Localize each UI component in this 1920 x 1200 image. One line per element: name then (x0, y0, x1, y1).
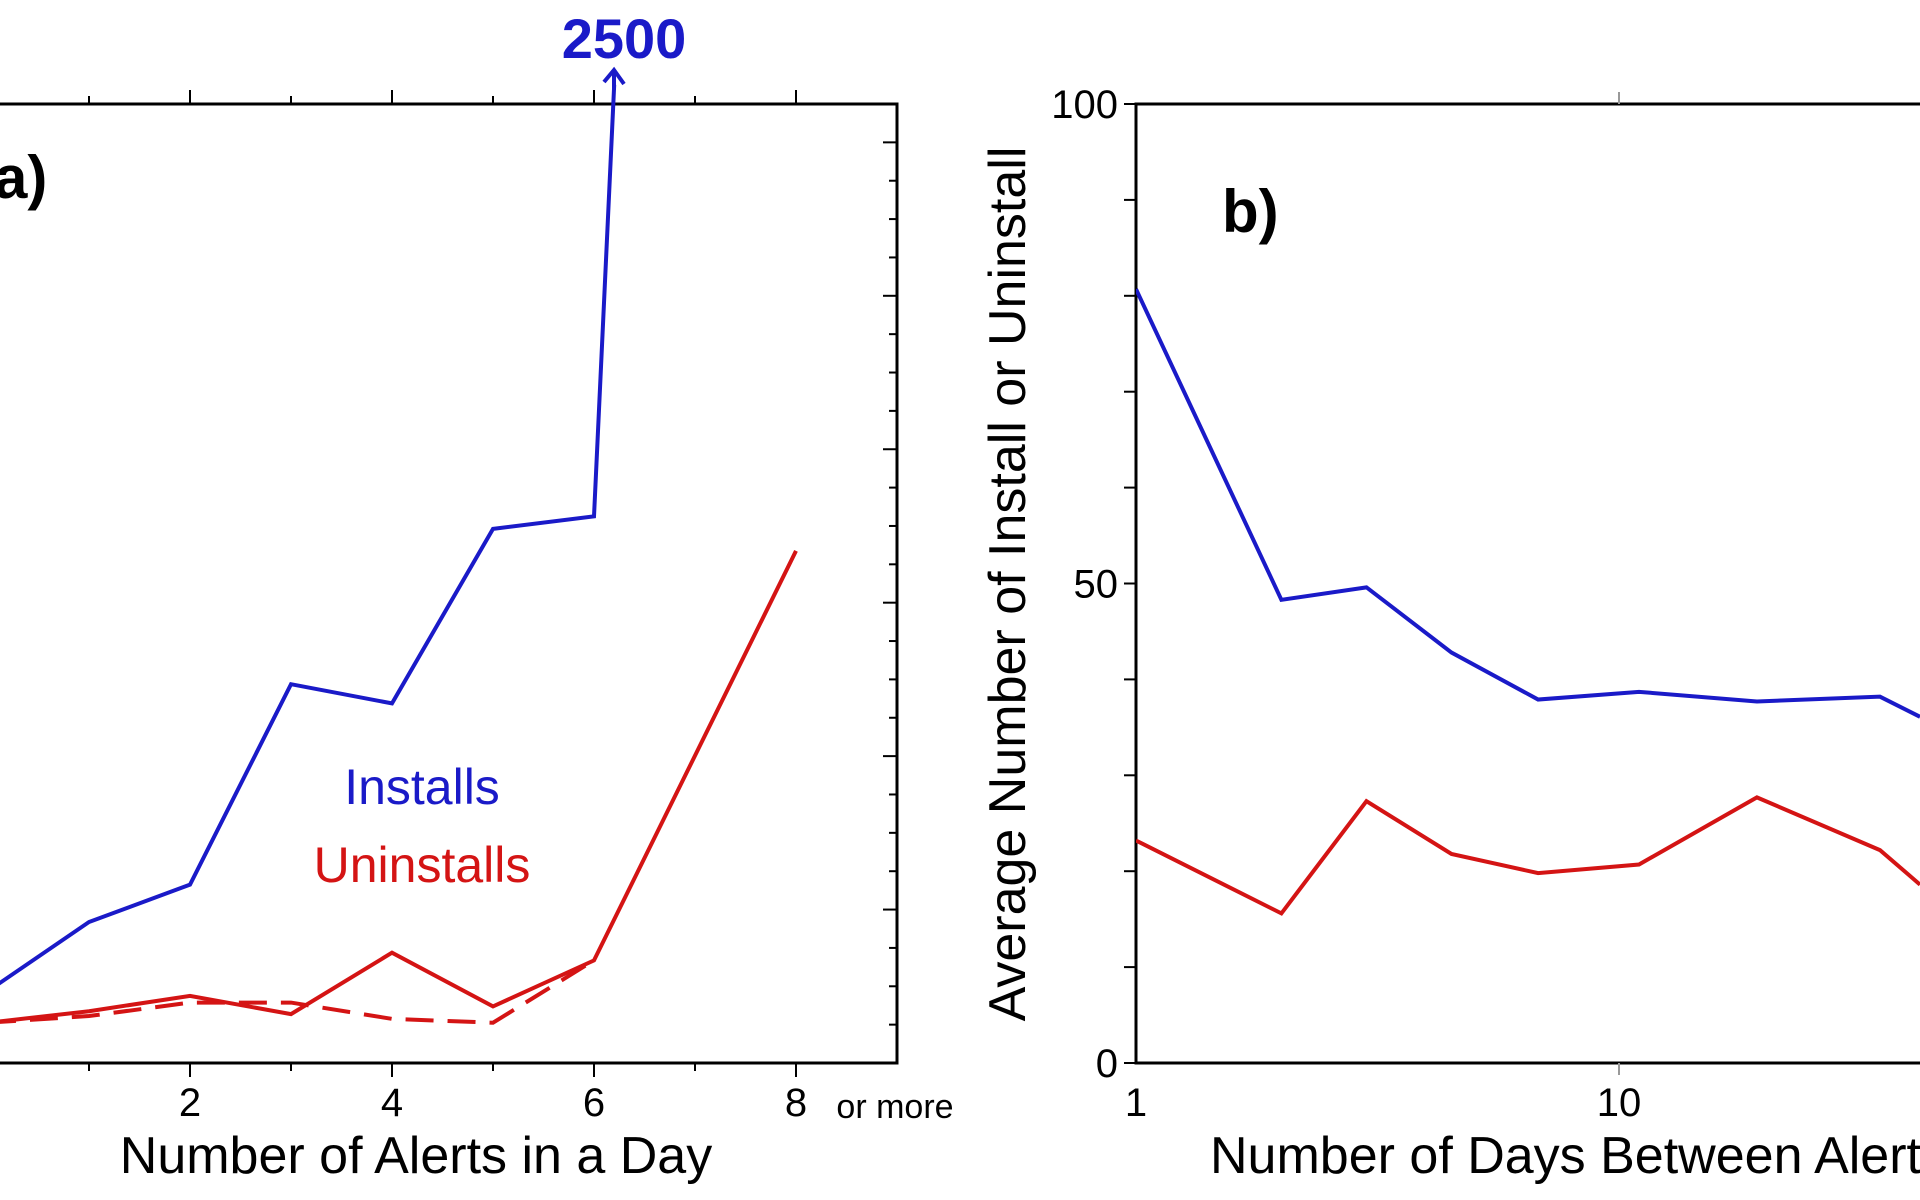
panel-b-label: b) (1222, 178, 1279, 245)
x-tick-label: 6 (583, 1081, 605, 1125)
x-tick-label: 1 (1125, 1081, 1147, 1125)
y-tick-label: 0 (1096, 1042, 1118, 1086)
x-tick-suffix: or more (836, 1088, 953, 1126)
legend-uninstalls: Uninstalls (314, 837, 531, 893)
x-tick-label: 4 (381, 1081, 403, 1125)
annotation-2500: 2500 (562, 7, 687, 70)
panel-a-x-tick-labels: 2 4 6 8 (179, 1081, 807, 1125)
panel-a: 2500 a) Installs Uninstalls 2 4 6 8 or more… (0, 7, 954, 1185)
y-tick-label: 100 (1051, 83, 1118, 127)
arrow-up-icon (602, 66, 626, 90)
panel-a-x-axis-title: Number of Alerts in a Day (120, 1127, 712, 1185)
panel-b-x-axis-title: Number of Days Between Alerts (1210, 1127, 1920, 1185)
series-line-uninstalls (0, 550, 798, 1024)
panel-a-series (0, 84, 798, 1025)
legend-installs: Installs (344, 759, 500, 815)
panel-a-frame (0, 102, 899, 1065)
series-line-installs (0, 84, 617, 986)
x-tick-label: 8 (785, 1081, 807, 1125)
series-line-uninstalls-dashed (0, 958, 596, 1025)
panel-b-y-axis-title: Average Number of Install or Uninstall (979, 147, 1037, 1022)
panel-a-label: a) (0, 144, 47, 211)
x-tick-label: 10 (1597, 1081, 1642, 1125)
y-tick-label: 50 (1074, 563, 1119, 607)
x-tick-label: 2 (179, 1081, 201, 1125)
panel-b-series (1136, 288, 1920, 916)
series-line-installs (1136, 288, 1920, 719)
panel-a-ticks (88, 90, 897, 1077)
series-line-uninstalls (1136, 795, 1920, 916)
panel-b-frame (1134, 102, 1920, 1065)
panel-b-ticks (1124, 92, 1620, 1075)
